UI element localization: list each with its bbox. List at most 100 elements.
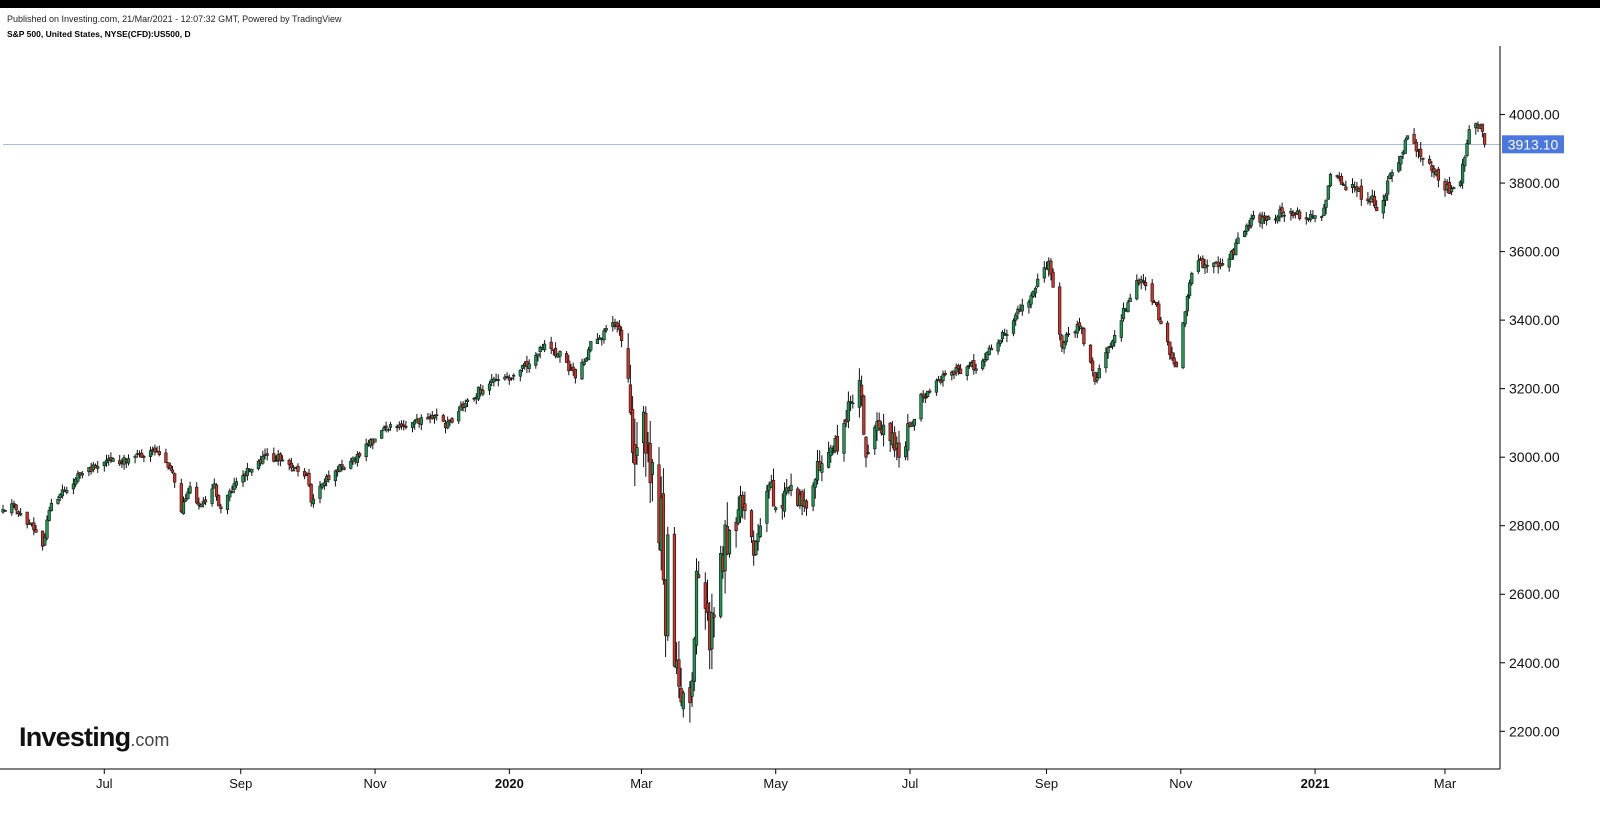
candle-body <box>441 415 445 422</box>
x-tick-label: Jul <box>96 776 113 791</box>
x-tick-label: 2021 <box>1301 776 1330 791</box>
candle-body <box>1113 334 1117 343</box>
candle-body <box>1174 361 1178 368</box>
candle-body <box>1399 156 1403 165</box>
candle-body <box>1480 123 1484 132</box>
candle-body <box>1403 139 1407 154</box>
candle-body <box>373 438 377 443</box>
candle-body <box>1183 311 1187 325</box>
candle-body <box>234 481 239 486</box>
candle-body <box>941 374 945 381</box>
candle-body <box>727 530 732 555</box>
y-tick-label: 3600.00 <box>1509 244 1560 260</box>
candle-body <box>181 501 186 515</box>
candle-body <box>996 342 1000 352</box>
candle-body <box>410 422 415 428</box>
candle-body <box>1245 224 1249 232</box>
candle-body <box>1135 280 1139 300</box>
candle-body <box>1450 188 1454 193</box>
candle-body <box>972 360 976 371</box>
candle-body <box>703 582 707 609</box>
candle-body <box>672 533 676 667</box>
candle-body <box>906 423 910 451</box>
published-note: Published on Investing.com, 21/Mar/2021 … <box>7 14 342 24</box>
candle-body <box>1196 260 1200 272</box>
candle-body <box>1243 231 1247 237</box>
candle-body <box>1075 323 1079 334</box>
candle-body <box>1458 181 1462 187</box>
candle-body <box>1386 180 1390 195</box>
candle-body <box>71 483 75 490</box>
candle-body <box>357 453 362 457</box>
candle-body <box>1141 280 1145 283</box>
candle-body <box>864 436 868 458</box>
y-tick-label: 3400.00 <box>1509 312 1560 328</box>
candle-body <box>322 482 327 487</box>
candle-body <box>1412 133 1416 144</box>
candle-body <box>518 369 522 377</box>
candle-body <box>256 460 261 469</box>
candle-body <box>463 403 467 408</box>
y-tick-label: 3000.00 <box>1509 449 1560 465</box>
candle-body <box>76 473 80 482</box>
candle-body <box>1155 301 1159 306</box>
candle-body <box>402 424 406 427</box>
candle-body <box>142 456 146 458</box>
candle-body <box>921 393 925 397</box>
candle-body <box>349 461 353 469</box>
candle-body <box>435 414 439 417</box>
top-bar <box>0 0 1600 8</box>
candle-body <box>804 500 809 509</box>
candle-body <box>743 503 747 512</box>
candle-body <box>650 462 654 475</box>
candle-body <box>1159 320 1163 325</box>
candle-body <box>1097 368 1101 379</box>
candle-body <box>644 412 648 454</box>
candle-body <box>245 468 250 476</box>
x-tick-label: Nov <box>1169 776 1193 791</box>
candle-body <box>635 447 639 457</box>
candle-body <box>496 379 500 381</box>
candle-body <box>1359 185 1363 200</box>
candle-body <box>925 390 930 398</box>
candle-body <box>140 452 144 458</box>
candle-body <box>250 468 254 473</box>
candle-body <box>228 490 232 498</box>
candle-body <box>382 427 386 431</box>
candle-body <box>503 376 507 380</box>
candle-body <box>1375 206 1379 212</box>
y-tick-label: 2600.00 <box>1509 586 1560 602</box>
candle-body <box>111 458 115 462</box>
candle-body <box>355 453 360 463</box>
candle-body <box>1077 322 1082 327</box>
candle-body <box>934 380 938 393</box>
candle-body <box>426 416 430 420</box>
candle-body <box>1172 357 1176 365</box>
candle-body <box>564 353 569 363</box>
candle-body <box>1383 195 1388 201</box>
y-tick-label: 3800.00 <box>1509 175 1560 191</box>
candle-body <box>1042 267 1046 279</box>
candle-body <box>1247 225 1251 229</box>
candle-body <box>1368 200 1372 203</box>
candle-body <box>1027 301 1031 308</box>
candle-body <box>1276 216 1280 222</box>
candle-body <box>153 447 157 453</box>
candle-body <box>1328 173 1333 187</box>
candle-body <box>333 470 338 481</box>
candle-body <box>340 464 344 467</box>
candle-body <box>1020 304 1024 312</box>
candle-body <box>661 493 665 581</box>
candle-body <box>261 456 265 464</box>
candle-body <box>681 692 685 710</box>
candle-body <box>16 511 21 515</box>
candle-body <box>126 458 131 464</box>
candle-body <box>534 355 538 366</box>
last-price-badge <box>1502 135 1564 154</box>
candle-body <box>1280 207 1284 214</box>
x-tick-label: Sep <box>1035 776 1058 791</box>
candle-body <box>49 502 53 512</box>
candle-body <box>954 367 958 373</box>
candle-body <box>774 507 778 511</box>
